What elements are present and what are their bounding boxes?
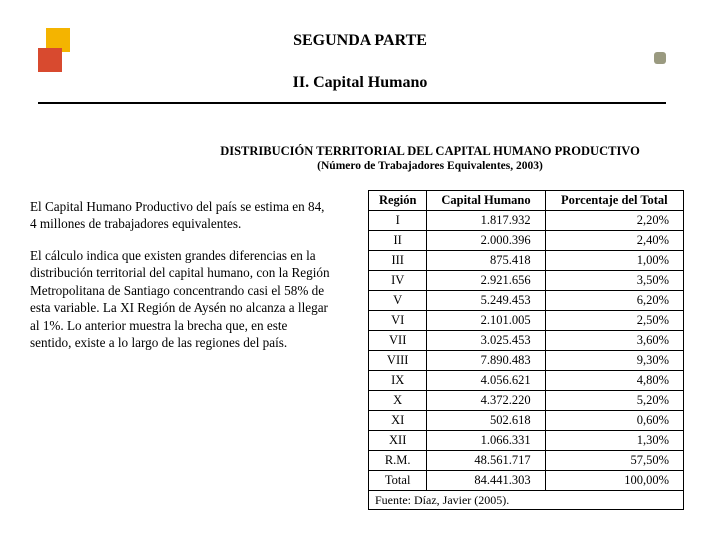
cell-region: IV [369, 271, 427, 291]
table-row: XII1.066.3311,30% [369, 431, 684, 451]
cell-capital: 2.101.005 [427, 311, 545, 331]
cell-region: XII [369, 431, 427, 451]
table-row: I1.817.9322,20% [369, 211, 684, 231]
table-row: VI2.101.0052,50% [369, 311, 684, 331]
cell-pct: 2,50% [545, 311, 683, 331]
cell-capital: 4.372.220 [427, 391, 545, 411]
cell-capital: 48.561.717 [427, 451, 545, 471]
table-row: VIII7.890.4839,30% [369, 351, 684, 371]
cell-region: III [369, 251, 427, 271]
table-row: VII3.025.4533,60% [369, 331, 684, 351]
cell-region: XI [369, 411, 427, 431]
table-row: V5.249.4536,20% [369, 291, 684, 311]
cell-capital: 2.000.396 [427, 231, 545, 251]
cell-capital: 4.056.621 [427, 371, 545, 391]
table-header-row: Región Capital Humano Porcentaje del Tot… [369, 191, 684, 211]
cell-capital: 5.249.453 [427, 291, 545, 311]
cell-capital: 1.817.932 [427, 211, 545, 231]
cell-region: VIII [369, 351, 427, 371]
cell-capital: 84.441.303 [427, 471, 545, 491]
cell-capital: 875.418 [427, 251, 545, 271]
table-source: Fuente: Díaz, Javier (2005). [369, 491, 684, 510]
cell-pct: 9,30% [545, 351, 683, 371]
col-region: Región [369, 191, 427, 211]
subtitle-line2: (Número de Trabajadores Equivalentes, 20… [0, 160, 720, 172]
cell-capital: 3.025.453 [427, 331, 545, 351]
table-row: R.M.48.561.71757,50% [369, 451, 684, 471]
cell-region: VI [369, 311, 427, 331]
table-row: IX4.056.6214,80% [369, 371, 684, 391]
table-row: III875.4181,00% [369, 251, 684, 271]
cell-region: X [369, 391, 427, 411]
body-text: El Capital Humano Productivo del país se… [30, 198, 330, 365]
accent-block-red [38, 48, 62, 72]
table-row: IV2.921.6563,50% [369, 271, 684, 291]
cell-pct: 6,20% [545, 291, 683, 311]
paragraph-1: El Capital Humano Productivo del país se… [30, 198, 330, 233]
table-row: Total84.441.303100,00% [369, 471, 684, 491]
capital-humano-table: Región Capital Humano Porcentaje del Tot… [368, 190, 684, 510]
subtitle-line1: DISTRIBUCIÓN TERRITORIAL DEL CAPITAL HUM… [0, 144, 720, 159]
cell-capital: 7.890.483 [427, 351, 545, 371]
cell-capital: 502.618 [427, 411, 545, 431]
section-label: II. Capital Humano [0, 74, 720, 92]
cell-region: II [369, 231, 427, 251]
cell-pct: 3,60% [545, 331, 683, 351]
cell-pct: 4,80% [545, 371, 683, 391]
table-row: II2.000.3962,40% [369, 231, 684, 251]
cell-region: R.M. [369, 451, 427, 471]
table-source-row: Fuente: Díaz, Javier (2005). [369, 491, 684, 510]
cell-pct: 3,50% [545, 271, 683, 291]
cell-capital: 1.066.331 [427, 431, 545, 451]
title-divider [38, 102, 666, 104]
cell-region: IX [369, 371, 427, 391]
cell-pct: 57,50% [545, 451, 683, 471]
cell-region: Total [369, 471, 427, 491]
cell-pct: 0,60% [545, 411, 683, 431]
cell-pct: 1,00% [545, 251, 683, 271]
cell-region: I [369, 211, 427, 231]
cell-pct: 100,00% [545, 471, 683, 491]
cell-capital: 2.921.656 [427, 271, 545, 291]
table-row: X4.372.2205,20% [369, 391, 684, 411]
cell-region: VII [369, 331, 427, 351]
cell-region: V [369, 291, 427, 311]
corner-dot [654, 52, 666, 64]
cell-pct: 2,40% [545, 231, 683, 251]
paragraph-2: El cálculo indica que existen grandes di… [30, 247, 330, 352]
table-row: XI502.6180,60% [369, 411, 684, 431]
cell-pct: 2,20% [545, 211, 683, 231]
col-pct: Porcentaje del Total [545, 191, 683, 211]
part-label: SEGUNDA PARTE [0, 32, 720, 50]
col-capital: Capital Humano [427, 191, 545, 211]
cell-pct: 5,20% [545, 391, 683, 411]
cell-pct: 1,30% [545, 431, 683, 451]
